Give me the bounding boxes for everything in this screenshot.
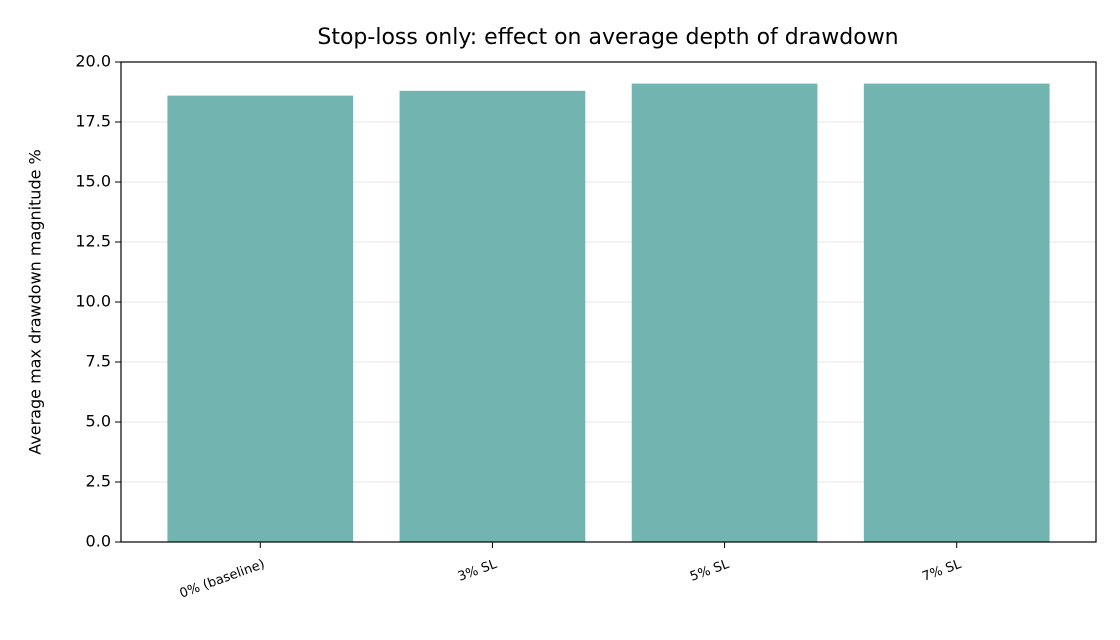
y-tick-label: 17.5	[75, 112, 111, 131]
chart-title: Stop-loss only: effect on average depth …	[317, 25, 898, 50]
bar	[863, 83, 1050, 542]
y-tick-label: 2.5	[86, 472, 111, 491]
x-tick-label: 7% SL	[920, 557, 964, 585]
y-tick-label: 10.0	[75, 292, 111, 311]
bar	[631, 83, 818, 542]
x-tick-label: 3% SL	[456, 557, 500, 585]
y-axis-label: Average max drawdown magnitude %	[26, 149, 45, 454]
y-tick-label: 0.0	[86, 532, 111, 551]
y-tick-label: 12.5	[75, 232, 111, 251]
y-tick-label: 20.0	[75, 52, 111, 71]
y-tick-label: 5.0	[86, 412, 111, 431]
x-tick-label: 0% (baseline)	[178, 557, 267, 602]
bar	[399, 90, 586, 543]
y-tick-label: 7.5	[86, 352, 111, 371]
bar	[167, 95, 354, 542]
y-tick-label: 15.0	[75, 172, 111, 191]
plot-frame	[120, 61, 1097, 543]
x-tick-label: 5% SL	[688, 557, 732, 585]
